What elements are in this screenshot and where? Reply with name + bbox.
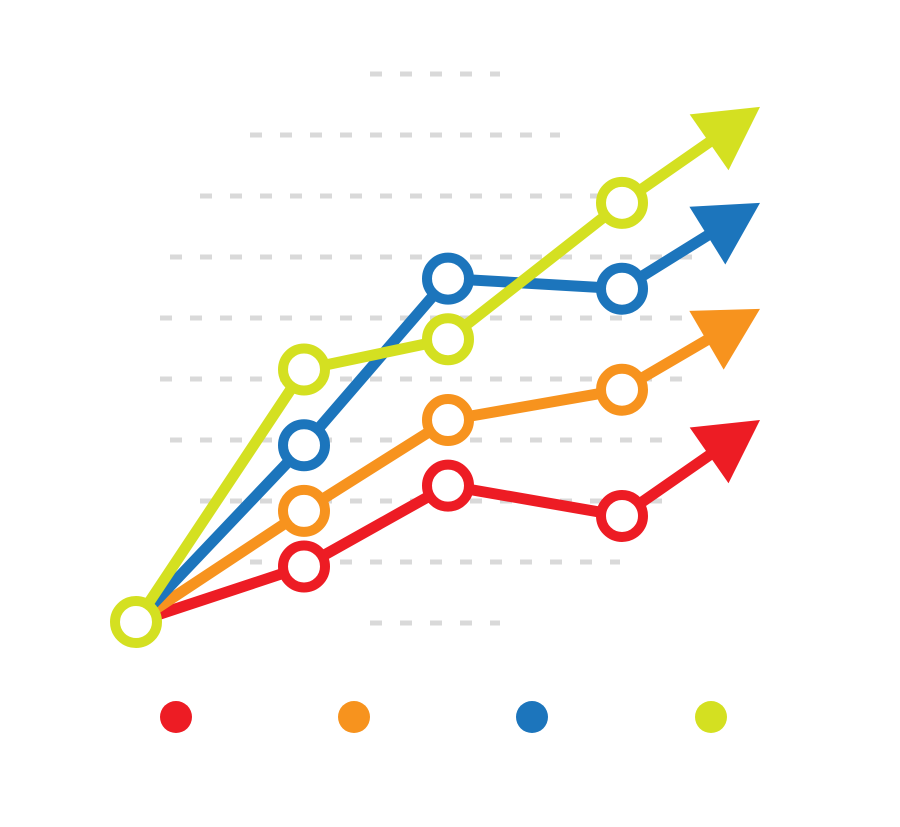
series-point xyxy=(596,262,648,315)
series-point xyxy=(278,343,330,396)
legend-swatch xyxy=(338,701,370,733)
legend-swatch xyxy=(695,701,727,733)
series-point xyxy=(422,313,474,366)
series-arrow-head xyxy=(689,202,760,265)
series-point xyxy=(422,252,474,305)
series-point xyxy=(596,176,648,229)
legend-swatch xyxy=(516,701,548,733)
origin-point xyxy=(110,596,162,648)
legend-swatch xyxy=(160,701,192,733)
series-point xyxy=(422,459,474,512)
series-markers xyxy=(110,176,648,648)
series-arrow-head xyxy=(689,308,760,370)
series-arrow-head xyxy=(689,420,760,484)
series-point xyxy=(278,419,330,472)
legend xyxy=(160,701,727,733)
series-arrow-head xyxy=(689,106,760,171)
series-point xyxy=(596,363,648,416)
series-point xyxy=(422,394,474,446)
series-point xyxy=(596,489,648,542)
series-point xyxy=(278,484,330,537)
series-point xyxy=(278,540,330,593)
